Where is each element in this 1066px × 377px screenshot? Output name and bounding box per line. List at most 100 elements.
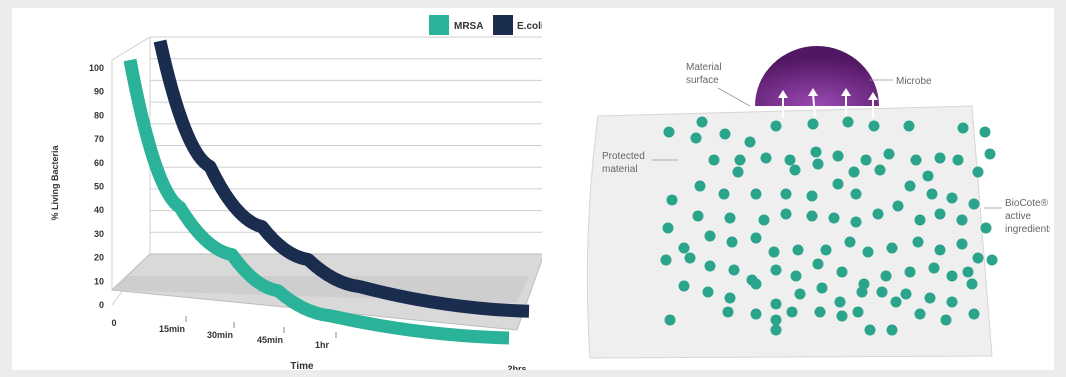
ingredient-dot bbox=[812, 158, 824, 170]
ingredient-dot bbox=[972, 166, 984, 178]
ingredient-dot bbox=[770, 324, 782, 336]
ingredient-dot bbox=[692, 210, 704, 222]
ingredient-dot bbox=[968, 198, 980, 210]
ingredient-dot bbox=[934, 152, 946, 164]
ingredient-dot bbox=[836, 266, 848, 278]
ingredient-dot bbox=[883, 148, 895, 160]
x-axis-label: Time bbox=[290, 361, 314, 370]
ingredient-dot bbox=[662, 222, 674, 234]
y-tick-label: 90 bbox=[94, 87, 104, 97]
ingredient-dot bbox=[806, 210, 818, 222]
ingredient-dot bbox=[784, 154, 796, 166]
y-axis-label: % Living Bacteria bbox=[50, 144, 60, 220]
y-tick-label: 10 bbox=[94, 276, 104, 286]
ingredient-dot bbox=[874, 164, 886, 176]
ingredient-dot bbox=[912, 236, 924, 248]
ingredient-dot bbox=[770, 120, 782, 132]
ingredient-dot bbox=[979, 126, 991, 138]
ingredient-dot bbox=[914, 214, 926, 226]
ingredient-dot bbox=[704, 260, 716, 272]
ingredient-dot bbox=[886, 324, 898, 336]
label-biocote: BioCote® active ingredients bbox=[1005, 198, 1050, 235]
x-tick-label: 30min bbox=[207, 330, 233, 340]
ingredient-dot bbox=[968, 308, 980, 320]
ingredient-dot bbox=[816, 282, 828, 294]
ingredient-dot bbox=[892, 200, 904, 212]
release-arrow-head bbox=[778, 90, 788, 98]
chart-series bbox=[123, 39, 530, 345]
ingredient-dot bbox=[807, 118, 819, 130]
ingredient-dot bbox=[986, 254, 998, 266]
ingredient-dot bbox=[744, 136, 756, 148]
ingredient-dot bbox=[684, 252, 696, 264]
ingredient-dot bbox=[844, 236, 856, 248]
ingredient-dot bbox=[880, 270, 892, 282]
y-tick-label: 30 bbox=[94, 229, 104, 239]
ingredient-dot bbox=[750, 308, 762, 320]
ingredient-dot bbox=[900, 288, 912, 300]
y-tick-label: 40 bbox=[94, 205, 104, 215]
chart-legend: MRSA E.coli bbox=[429, 15, 542, 35]
legend-swatch-mrsa bbox=[429, 15, 449, 35]
line-chart: 0 10 20 30 40 50 60 70 80 90 100 0 15min 30min 45min 1… bbox=[50, 15, 542, 370]
ingredient-dot bbox=[690, 132, 702, 144]
ingredient-dot bbox=[724, 292, 736, 304]
ingredient-dot bbox=[876, 286, 888, 298]
ingredient-dot bbox=[758, 214, 770, 226]
x-tick-label: 0 bbox=[111, 318, 116, 328]
ingredient-dot bbox=[904, 180, 916, 192]
ingredient-dot bbox=[956, 214, 968, 226]
release-arrow-head bbox=[841, 88, 851, 96]
x-tick-label: 15min bbox=[159, 324, 185, 334]
y-tick-label: 80 bbox=[94, 110, 104, 120]
ingredient-dot bbox=[790, 270, 802, 282]
ingredient-dot bbox=[980, 222, 992, 234]
release-arrow-head bbox=[868, 92, 878, 100]
ingredient-dot bbox=[832, 150, 844, 162]
ingredient-dot bbox=[728, 264, 740, 276]
material-block bbox=[586, 105, 993, 359]
ingredient-dot bbox=[904, 266, 916, 278]
ingredient-dot bbox=[786, 306, 798, 318]
ingredient-dot bbox=[872, 208, 884, 220]
ingredient-dot bbox=[864, 324, 876, 336]
leader-material-surface bbox=[717, 87, 751, 107]
ingredient-dot bbox=[832, 178, 844, 190]
x-tick-label: 2hrs bbox=[507, 364, 526, 370]
ingredient-dot bbox=[966, 278, 978, 290]
ingredient-dot bbox=[924, 292, 936, 304]
y-tick-label: 70 bbox=[94, 134, 104, 144]
series-line-mrsa bbox=[123, 58, 510, 345]
ingredient-dot bbox=[848, 166, 860, 178]
ingredient-dot bbox=[962, 266, 974, 278]
ingredient-dot bbox=[946, 270, 958, 282]
legend-swatch-ecoli bbox=[493, 15, 513, 35]
ingredient-dot bbox=[666, 194, 678, 206]
ingredient-dot bbox=[750, 278, 762, 290]
ingredient-dot bbox=[862, 246, 874, 258]
ingredient-dot bbox=[928, 262, 940, 274]
ingredient-dot bbox=[794, 288, 806, 300]
ingredient-dot bbox=[664, 314, 676, 326]
ingredient-dot bbox=[828, 212, 840, 224]
y-tick-label: 20 bbox=[94, 253, 104, 263]
legend-label-mrsa: MRSA bbox=[454, 21, 483, 32]
ingredient-dot bbox=[789, 164, 801, 176]
ingredient-dot bbox=[946, 296, 958, 308]
ingredient-dot bbox=[903, 120, 915, 132]
ingredient-dot bbox=[940, 314, 952, 326]
ingredient-dot bbox=[842, 116, 854, 128]
x-axis: 0 15min 30min 45min 1hr 2hrs bbox=[111, 316, 527, 370]
figure-panel: 0 10 20 30 40 50 60 70 80 90 100 0 15min 30min 45min 1… bbox=[12, 8, 1054, 370]
ingredient-dot bbox=[708, 154, 720, 166]
ingredient-dot bbox=[957, 122, 969, 134]
ingredient-dot bbox=[663, 126, 675, 138]
ingredient-dot bbox=[934, 244, 946, 256]
y-tick-label: 50 bbox=[94, 182, 104, 192]
ingredient-dot bbox=[770, 298, 782, 310]
ingredient-dot bbox=[660, 254, 672, 266]
ingredient-dot bbox=[910, 154, 922, 166]
ingredient-dot bbox=[702, 286, 714, 298]
ingredient-dot bbox=[734, 154, 746, 166]
